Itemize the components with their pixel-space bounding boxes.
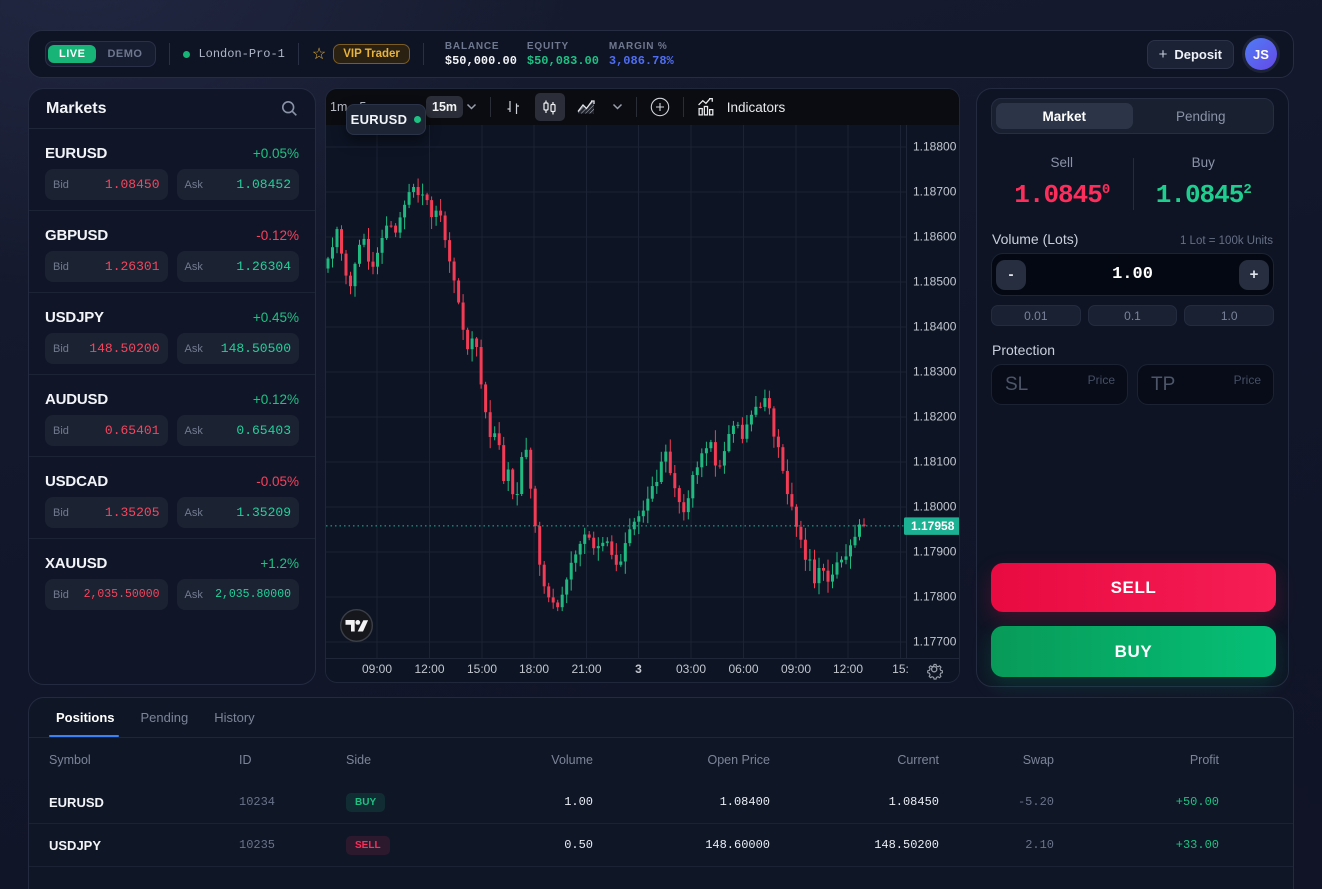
- svg-text:3: 3: [635, 662, 642, 676]
- svg-text:09:00: 09:00: [781, 662, 811, 676]
- svg-text:1.18000: 1.18000: [913, 500, 957, 514]
- svg-text:06:00: 06:00: [728, 662, 758, 676]
- svg-text:1.18200: 1.18200: [913, 410, 957, 424]
- svg-text:1.18600: 1.18600: [913, 230, 957, 244]
- svg-text:1.18400: 1.18400: [913, 320, 957, 334]
- svg-text:1.18700: 1.18700: [913, 185, 957, 199]
- svg-text:09:00: 09:00: [362, 662, 392, 676]
- svg-text:1.17800: 1.17800: [913, 590, 957, 604]
- svg-text:1.17958: 1.17958: [911, 519, 955, 533]
- svg-text:1.18100: 1.18100: [913, 455, 957, 469]
- svg-text:15:: 15:: [892, 662, 909, 676]
- svg-text:03:00: 03:00: [676, 662, 706, 676]
- svg-text:15:00: 15:00: [467, 662, 497, 676]
- svg-text:21:00: 21:00: [571, 662, 601, 676]
- svg-text:1.17700: 1.17700: [913, 635, 957, 649]
- svg-text:18:00: 18:00: [519, 662, 549, 676]
- svg-text:1.18500: 1.18500: [913, 275, 957, 289]
- svg-text:12:00: 12:00: [833, 662, 863, 676]
- svg-text:1.17900: 1.17900: [913, 545, 957, 559]
- svg-text:1.18800: 1.18800: [913, 140, 957, 154]
- svg-text:12:00: 12:00: [414, 662, 444, 676]
- svg-text:1.18300: 1.18300: [913, 365, 957, 379]
